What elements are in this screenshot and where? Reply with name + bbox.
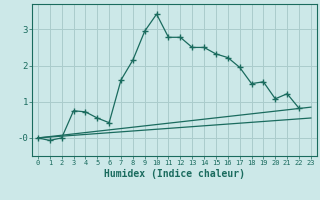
X-axis label: Humidex (Indice chaleur): Humidex (Indice chaleur) <box>104 169 245 179</box>
